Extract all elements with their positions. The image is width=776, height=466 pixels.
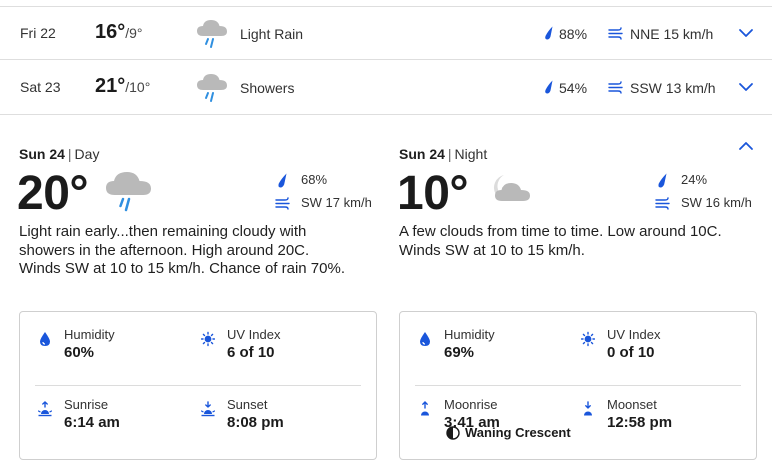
forecast-temp: 16°/9° — [95, 21, 143, 43]
moonset-icon — [584, 401, 592, 416]
raindrop-icon — [658, 173, 667, 188]
panel-precip: 24% — [681, 172, 708, 187]
forecast-low: 9° — [129, 25, 143, 41]
moonrise-cell: Moonrise 3:41 am — [418, 397, 568, 437]
panel-description: Light rain early...then remaining cloudy… — [19, 223, 345, 277]
chevron-down-icon[interactable] — [738, 27, 754, 39]
forecast-condition: Showers — [240, 80, 295, 96]
raindrop-icon — [278, 173, 287, 188]
sunset-icon — [201, 401, 215, 417]
forecast-low: 10° — [129, 79, 151, 95]
wind-icon — [655, 197, 670, 210]
forecast-day: Sat 23 — [20, 79, 61, 95]
moon-phase-label: Waning Crescent — [465, 425, 571, 440]
rain-cloud-icon — [106, 172, 151, 212]
panel-description: A few clouds from time to time. Low arou… — [399, 223, 722, 259]
uv-index-cell: UV Index 6 of 10 — [201, 327, 351, 367]
wind-icon — [608, 27, 623, 40]
moonset-label: Moonset — [607, 397, 657, 412]
rain-cloud-icon — [197, 20, 227, 48]
forecast-high: 21° — [95, 75, 126, 97]
moonrise-label: Moonrise — [444, 397, 498, 412]
panel-heading: Sun 24 | Day — [19, 146, 100, 162]
moonset-cell: Moonset 12:58 pm — [581, 397, 731, 437]
moon-cloud-icon — [493, 175, 530, 201]
forecast-condition: Light Rain — [240, 26, 304, 42]
forecast-wind: NNE 15 km/h — [630, 26, 714, 42]
humidity-label: Humidity — [64, 327, 115, 342]
chevron-up-icon[interactable] — [738, 140, 754, 152]
sunrise-icon — [38, 401, 52, 417]
moonrise-icon — [421, 401, 429, 416]
showers-cloud-icon — [197, 74, 227, 102]
humidity-label: Humidity — [444, 327, 495, 342]
panel-precip: 68% — [301, 172, 328, 187]
uv-index-label: UV Index — [227, 327, 281, 342]
humidity-drop-icon — [420, 332, 430, 346]
humidity-value: 69% — [444, 344, 475, 361]
forecast-row-fri-22[interactable]: Fri 22 16°/9° Light Rain 88% NNE 15 km/h — [0, 6, 772, 60]
panel-date: Sun 24 — [19, 146, 65, 162]
forecast-row-sat-23[interactable]: Sat 23 21°/10° Showers 54% SSW 13 km/h — [0, 61, 772, 115]
moonset-value: 12:58 pm — [607, 414, 673, 431]
panel-temperature: 20° — [17, 167, 89, 220]
panel-wind: SW 17 km/h — [301, 195, 372, 210]
uv-index-cell: UV Index 0 of 10 — [581, 327, 731, 367]
details-divider — [35, 385, 361, 386]
sunrise-label: Sunrise — [64, 397, 109, 412]
uv-index-value: 6 of 10 — [227, 344, 275, 361]
forecast-precip: 88% — [559, 26, 588, 42]
uv-index-label: UV Index — [607, 327, 661, 342]
humidity-value: 60% — [64, 344, 95, 361]
sunset-label: Sunset — [227, 397, 268, 412]
sunset-value: 8:08 pm — [227, 414, 284, 431]
moon-phase-icon — [446, 426, 460, 440]
day-detail-panel: Sun 24 | Day 20° 68% SW 17 km/h Light rain… — [0, 118, 380, 466]
night-detail-panel: Sun 24 | Night 10° 24% SW 16 km/h A few cl… — [380, 118, 760, 466]
sun-icon — [581, 331, 595, 347]
chevron-down-icon[interactable] — [738, 81, 754, 93]
day-details-card: Humidity 60% UV Index 6 of 10 Sunrise — [19, 311, 377, 460]
panel-period: Day — [74, 146, 100, 162]
forecast-precip: 54% — [559, 80, 588, 96]
panel-date: Sun 24 — [399, 146, 445, 162]
sunset-cell: Sunset 8:08 pm — [201, 397, 351, 437]
forecast-temp: 21°/10° — [95, 75, 151, 97]
panel-temperature: 10° — [397, 167, 469, 220]
sun-icon — [201, 331, 215, 347]
uv-index-value: 0 of 10 — [607, 344, 655, 361]
humidity-drop-icon — [40, 332, 50, 346]
forecast-wind: SSW 13 km/h — [630, 80, 716, 96]
panel-period: Night — [454, 146, 488, 162]
raindrop-icon — [545, 26, 553, 40]
wind-icon — [275, 197, 290, 210]
forecast-high: 16° — [95, 21, 126, 43]
night-details-card: Humidity 69% UV Index 0 of 10 Moonrise 3… — [399, 311, 757, 460]
forecast-day: Fri 22 — [20, 25, 56, 41]
panel-wind: SW 16 km/h — [681, 195, 752, 210]
humidity-cell: Humidity 69% — [418, 327, 568, 367]
wind-icon — [608, 81, 623, 94]
sunrise-value: 6:14 am — [64, 414, 120, 431]
moonrise-value: 3:41 am — [444, 414, 500, 431]
sunrise-cell: Sunrise 6:14 am — [38, 397, 188, 437]
raindrop-icon — [545, 80, 553, 94]
humidity-cell: Humidity 60% — [38, 327, 188, 367]
panel-heading: Sun 24 | Night — [399, 146, 488, 162]
details-divider — [415, 385, 741, 386]
